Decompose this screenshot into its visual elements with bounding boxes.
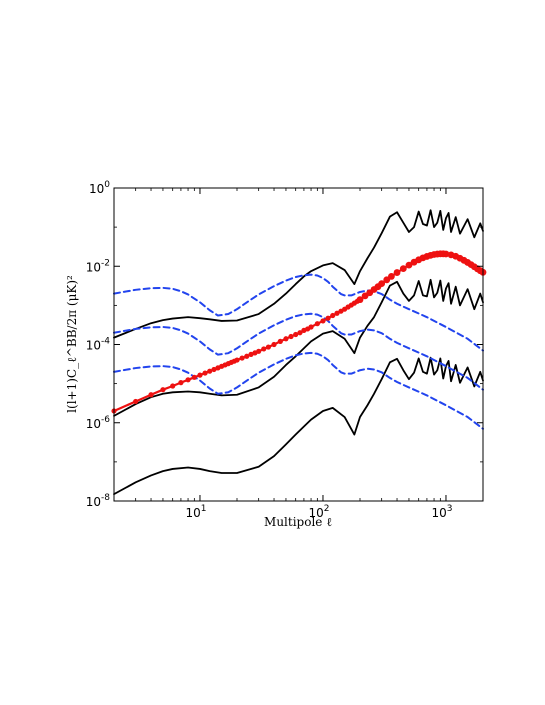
- y-tick-label: 10-2: [86, 258, 110, 274]
- series-7-point: [378, 280, 386, 288]
- series-layer: [111, 209, 487, 496]
- series-7-point: [133, 398, 139, 405]
- x-tick-label: 101: [185, 504, 206, 520]
- series-7-point: [185, 377, 191, 383]
- series-7-point: [325, 315, 331, 321]
- series-7-point: [283, 336, 289, 342]
- series-7-point: [178, 380, 184, 386]
- series-7-point: [277, 338, 283, 344]
- y-tick-label: 10-6: [86, 415, 111, 431]
- y-axis-label: l(l+1)C_ℓ^BB/2π (μK)²: [65, 275, 79, 413]
- series-7-point: [405, 261, 413, 269]
- series-7-point: [248, 351, 254, 357]
- series-7-point: [314, 321, 320, 327]
- series-7-point: [239, 355, 245, 361]
- x-axis-label: Multipole ℓ: [264, 515, 332, 529]
- series-7-point: [330, 312, 336, 319]
- series-7-point: [293, 331, 299, 338]
- series-7-point: [271, 341, 277, 348]
- series-7-point: [383, 276, 391, 284]
- series-7-point: [356, 296, 364, 304]
- series-7-point: [388, 273, 395, 280]
- series-7-point: [288, 333, 294, 340]
- y-tick-label: 10-8: [86, 493, 111, 509]
- series-7-point: [393, 269, 401, 276]
- series-7-point: [297, 330, 303, 336]
- series-7-point: [244, 353, 250, 359]
- x-tick-label: 102: [308, 504, 329, 520]
- series-1-line: [113, 278, 484, 417]
- series-4-line: [113, 273, 484, 352]
- series-7-point: [202, 370, 208, 376]
- series-7-point: [170, 383, 176, 389]
- series-7-point: [308, 324, 314, 330]
- series-7-point: [334, 310, 340, 316]
- series-6-line: [113, 351, 484, 430]
- x-tick-label: 103: [431, 504, 452, 520]
- series-7-point: [442, 250, 450, 258]
- series-3-line: [113, 356, 484, 496]
- series-7-point: [211, 366, 217, 373]
- plot-frame: [113, 187, 484, 502]
- series-7-point: [320, 318, 326, 324]
- y-tick-label: 100: [89, 180, 110, 196]
- series-7-point: [234, 357, 240, 363]
- y-tick-label: 10-4: [86, 337, 111, 353]
- series-7-point: [265, 344, 271, 350]
- series-7-point: [399, 265, 407, 273]
- series-7-point: [256, 348, 262, 354]
- series-7-point: [160, 387, 166, 393]
- tick-layer: [113, 187, 484, 502]
- series-7-point: [191, 374, 197, 380]
- series-7-point: [207, 368, 213, 374]
- series-2-line: [113, 209, 484, 339]
- series-5-line: [113, 312, 484, 391]
- series-7-point: [197, 372, 203, 378]
- tick-label-layer: 101 102 103 10-8 10-6 10-4 10-2 100: [86, 180, 453, 520]
- series-7-point: [261, 346, 267, 352]
- series-7-point: [148, 392, 154, 398]
